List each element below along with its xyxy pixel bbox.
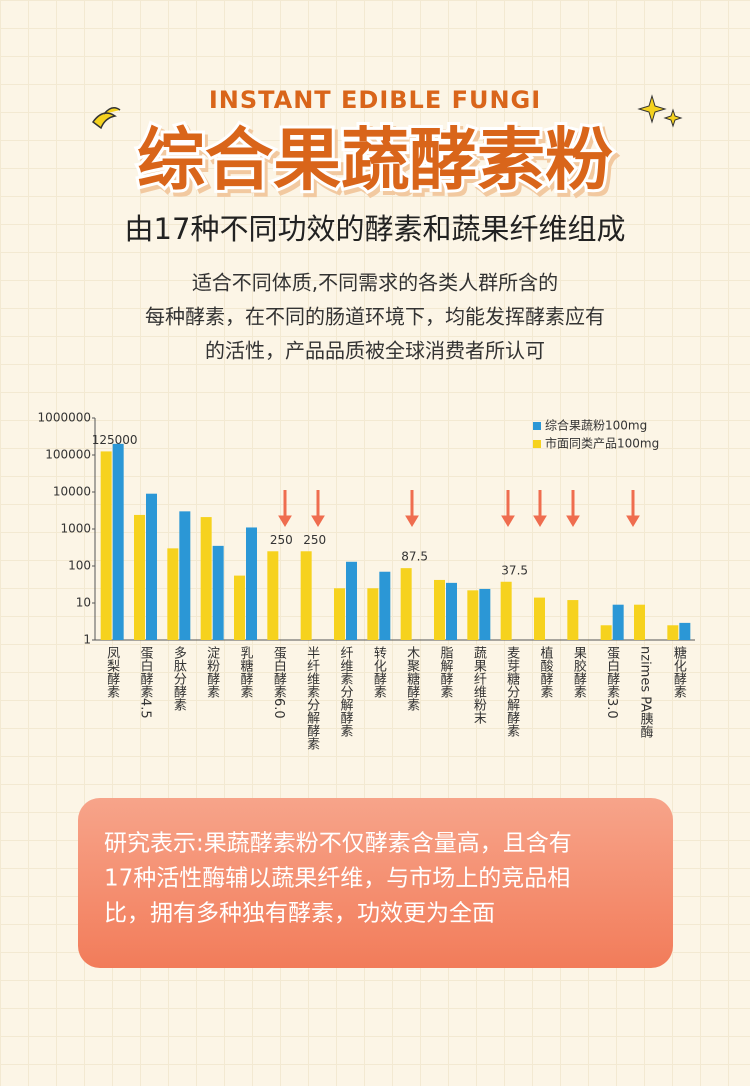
x-tick-label: 淀粉酵素 <box>204 646 220 698</box>
value-label: 250 <box>270 533 293 547</box>
bar <box>112 443 124 640</box>
x-tick-label: 果胶酵素 <box>571 646 587 698</box>
arrow <box>626 490 640 527</box>
x-tick-label: 转化酵素 <box>371 646 387 698</box>
y-tick-label: 1000 <box>60 522 91 536</box>
x-tick-label: 多肽分酵素 <box>171 645 187 711</box>
intro-line: 每种酵素，在不同的肠道环境下，均能发挥酵素应有 <box>145 305 605 329</box>
bar <box>600 625 612 640</box>
subtitle: 由17种不同功效的酵素和蔬果纤维组成 <box>125 212 626 246</box>
bar <box>500 581 512 640</box>
x-tick-label: 脂解酵素 <box>438 646 454 698</box>
note-line: 比，拥有多种独有酵素，功效更为全面 <box>104 901 495 927</box>
value-label: 250 <box>303 533 326 547</box>
y-tick-label: 100000 <box>45 448 91 462</box>
bar <box>346 561 357 640</box>
bar <box>167 548 179 640</box>
bar <box>567 600 579 640</box>
x-tick-label: 蛋白酵素6.0 <box>271 646 287 719</box>
x-tick-label: 纤维素分解酵素 <box>338 646 354 737</box>
title: 综合果蔬酵素粉 <box>137 122 613 201</box>
arrow <box>566 490 580 527</box>
x-tick-label: 麦芽糖分解酵素 <box>504 646 519 737</box>
bar <box>234 575 245 640</box>
bar <box>367 588 379 640</box>
note-line: 研究表示:果蔬酵素粉不仅酵素含量高，且含有 <box>104 831 572 857</box>
bar <box>246 527 257 640</box>
bar <box>100 451 112 640</box>
intro-line: 适合不同体质,不同需求的各类人群所含的 <box>192 271 558 295</box>
legend-label: 综合果蔬粉100mg <box>545 418 647 433</box>
bar <box>400 568 412 640</box>
value-label: 125000 <box>92 433 138 447</box>
sparkle <box>637 94 683 128</box>
value-label: 87.5 <box>401 550 428 564</box>
bar <box>300 551 312 640</box>
x-tick-label: 植酸酵素 <box>538 646 554 698</box>
arrows <box>278 490 640 527</box>
x-tick-label: 蛋白酵素3.0 <box>604 646 620 719</box>
bar <box>200 517 212 640</box>
bar <box>612 604 624 640</box>
note-box <box>78 798 673 968</box>
y-tick-label: 10000 <box>53 485 91 499</box>
decoration <box>91 107 121 130</box>
bar <box>334 588 345 640</box>
intro-line: 的活性，产品品质被全球消费者所认可 <box>205 339 545 363</box>
note-line: 17种活性酶辅以蔬果纤维，与市场上的竞品相 <box>104 866 570 892</box>
bar <box>667 625 679 640</box>
arrow <box>533 490 547 527</box>
x-tick-label: 木聚糖酵素 <box>404 646 420 711</box>
x-tick-label: 糖化酵素 <box>671 645 687 698</box>
x-tick-label: 蔬果纤维粉末 <box>471 646 487 724</box>
x-tick-label: 半纤维素分解酵素 <box>304 646 320 750</box>
bar <box>434 579 445 640</box>
arrow <box>311 490 325 527</box>
bar <box>679 622 691 640</box>
eyebrow: INSTANT EDIBLE FUNGI <box>209 86 541 114</box>
bar <box>146 493 157 640</box>
bar <box>267 551 279 640</box>
legend-label: 市面同类产品100mg <box>545 436 659 451</box>
legend-swatch <box>533 440 541 448</box>
bar <box>467 590 479 640</box>
legend-swatch <box>533 422 541 430</box>
x-tick-label: 乳糖酵素 <box>238 646 254 698</box>
bar <box>212 545 224 640</box>
arrow <box>501 490 515 527</box>
bar <box>379 571 391 640</box>
y-tick-label: 100 <box>68 559 91 573</box>
arrow <box>278 490 292 527</box>
value-label: 37.5 <box>501 563 528 577</box>
bar <box>534 597 545 640</box>
bar <box>479 588 491 640</box>
y-tick-label: 1000000 <box>38 411 91 425</box>
y-tick-label: 10 <box>76 596 91 610</box>
bar <box>179 511 191 640</box>
x-tick-label: 蛋白酵素4.5 <box>138 646 154 719</box>
bar <box>634 604 645 640</box>
bar <box>134 514 145 640</box>
x-tick-label: 凤梨酵素 <box>104 646 120 698</box>
bar <box>446 582 457 640</box>
x-tick-label: nzimes PA胰酶 <box>638 646 654 739</box>
arrow <box>405 490 419 527</box>
y-tick-label: 1 <box>83 633 91 647</box>
